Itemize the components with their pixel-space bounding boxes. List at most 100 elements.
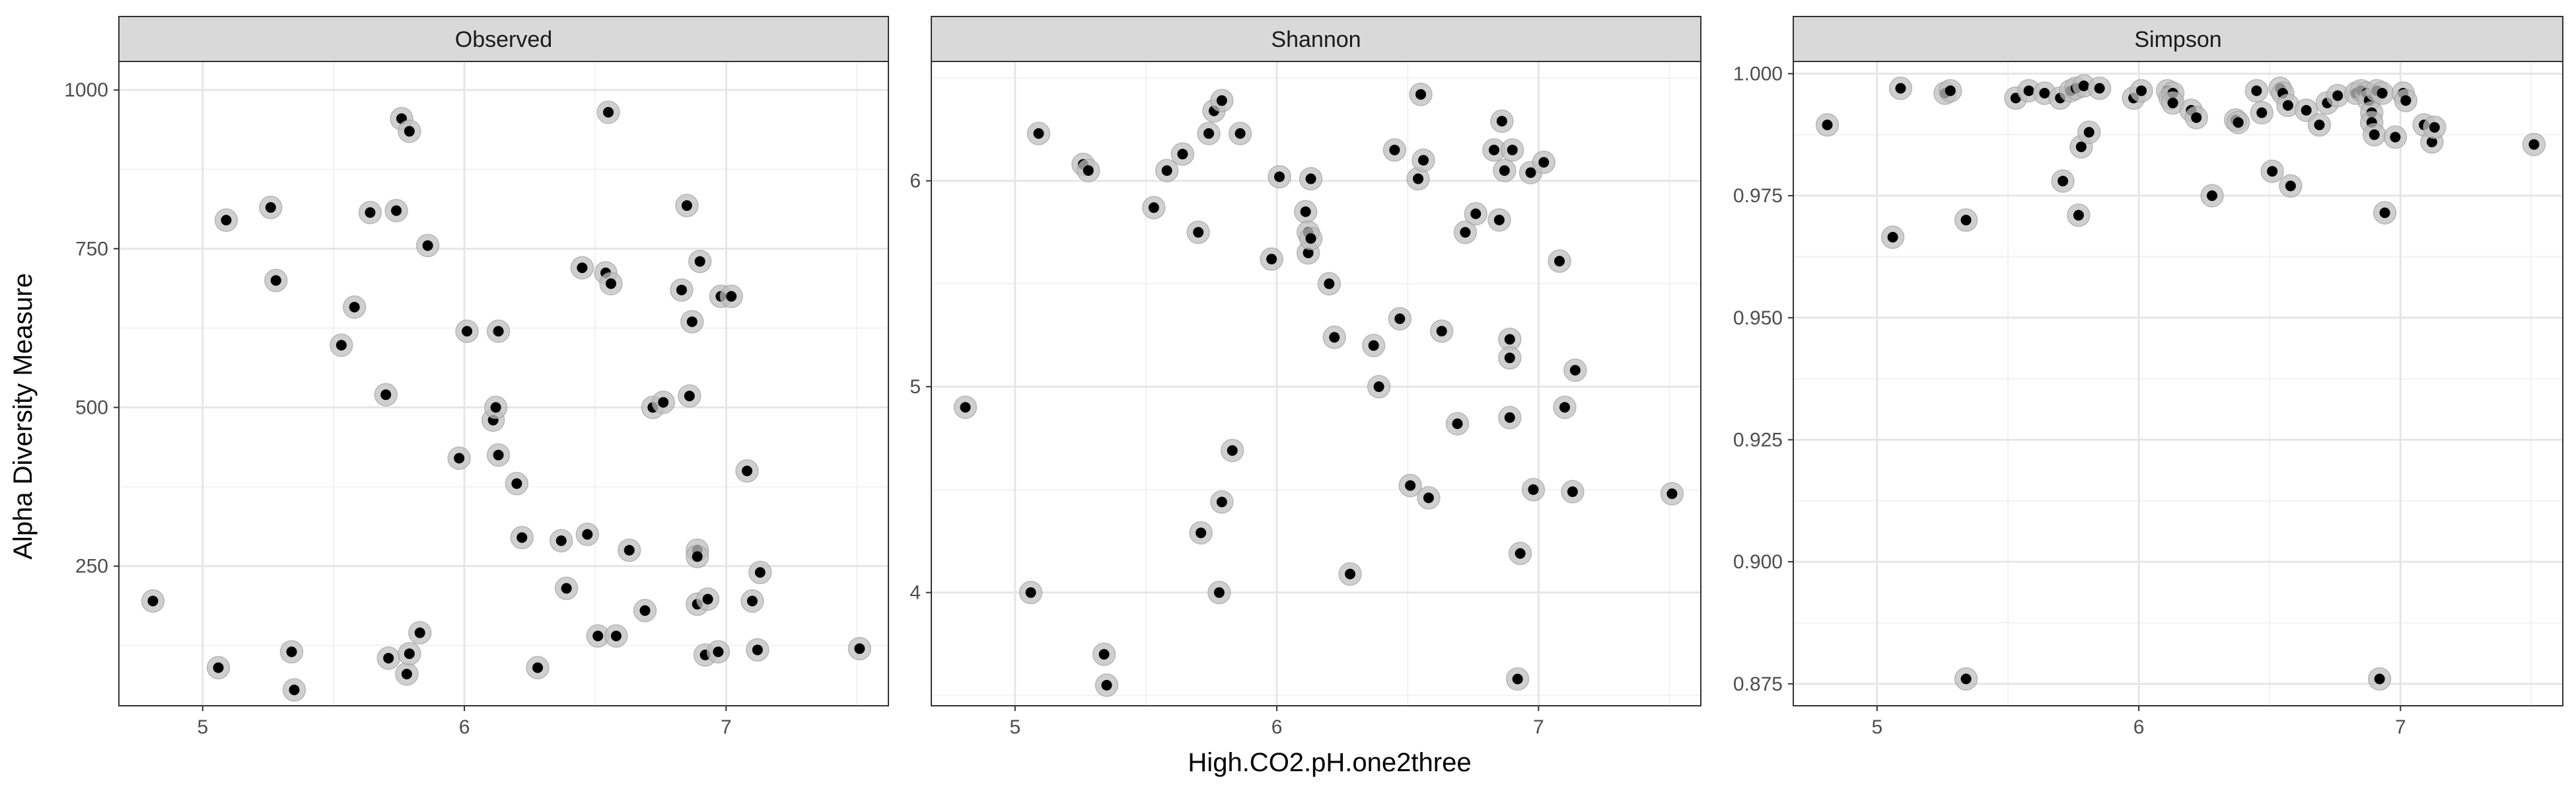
data-point (1496, 116, 1507, 127)
strip-background (118, 16, 889, 62)
data-point (681, 200, 692, 211)
data-point (2267, 166, 2278, 177)
y-tick-label: 750 (75, 238, 108, 260)
panel-background (1793, 61, 2563, 706)
y-tick-label: 5 (910, 376, 921, 398)
data-point (1460, 227, 1471, 238)
data-point (658, 397, 669, 408)
data-point (592, 630, 604, 642)
data-point (1567, 486, 1578, 498)
data-point (414, 627, 425, 638)
data-point (1554, 256, 1565, 267)
points (1815, 74, 2546, 691)
data-point (493, 326, 504, 337)
panel-shannon: Shannon 5 6 7 4 5 6 (910, 16, 1701, 738)
panel-background (119, 61, 888, 706)
data-point (726, 291, 737, 302)
data-point (746, 595, 758, 607)
panel-background (931, 61, 1701, 706)
data-point (624, 545, 635, 556)
data-point (2256, 107, 2268, 118)
data-point (1405, 480, 1416, 491)
data-point (2390, 132, 2401, 143)
data-point (1569, 365, 1581, 376)
data-point (1887, 231, 1898, 243)
data-point (383, 652, 394, 663)
data-point (1300, 206, 1311, 217)
data-point (1216, 496, 1227, 508)
data-point (2282, 100, 2293, 111)
data-point (2400, 95, 2412, 106)
data-point (1470, 208, 1482, 219)
data-point (1436, 326, 1447, 337)
data-point (1822, 120, 1833, 131)
data-point (270, 275, 281, 286)
data-point (555, 535, 567, 547)
data-point (462, 326, 473, 337)
data-point (1025, 587, 1036, 598)
data-point (2285, 180, 2296, 192)
data-point (265, 202, 276, 213)
data-point (1329, 332, 1340, 343)
data-point (1161, 165, 1172, 176)
data-point (1368, 340, 1379, 351)
data-point (336, 340, 347, 351)
data-point (511, 478, 522, 489)
data-point (1101, 679, 1112, 691)
data-point (692, 551, 703, 562)
data-point (1452, 418, 1463, 430)
data-point (702, 593, 713, 605)
data-point (1303, 247, 1314, 258)
x-tick-label: 7 (2395, 716, 2406, 738)
y-tick-label: 0.900 (1733, 551, 1783, 573)
strip-label: Simpson (2134, 27, 2221, 52)
data-point (1389, 144, 1400, 155)
data-point (1305, 233, 1316, 244)
data-point (2374, 673, 2385, 685)
data-point (694, 256, 705, 267)
points (141, 100, 872, 702)
data-point (2136, 85, 2147, 96)
data-point (1525, 167, 1536, 178)
data-point (2426, 136, 2437, 147)
panel-border (931, 61, 1701, 706)
data-point (713, 646, 724, 658)
data-point (1538, 157, 1550, 168)
data-point (1148, 202, 1159, 213)
data-point (1945, 85, 1956, 96)
data-point (1413, 173, 1424, 184)
x-tick-label: 5 (1009, 716, 1020, 738)
data-point (2167, 97, 2178, 108)
data-point (349, 301, 360, 313)
data-point (2083, 127, 2094, 138)
data-point (147, 595, 159, 607)
data-point (2369, 129, 2380, 140)
data-point (1504, 412, 1515, 423)
x-tick-label: 7 (721, 716, 732, 738)
data-point (1960, 673, 1972, 685)
data-point (221, 215, 232, 226)
data-point (1324, 278, 1335, 289)
data-point (517, 532, 528, 543)
x-tick-label: 5 (197, 716, 208, 738)
data-point (610, 630, 622, 642)
data-point (1488, 144, 1499, 155)
data-point (1417, 155, 1429, 166)
data-point (401, 668, 412, 679)
y-tick-label: 0.925 (1733, 429, 1783, 451)
data-point (2094, 83, 2105, 94)
x-tick-label: 6 (1271, 716, 1283, 738)
data-point (1177, 149, 1188, 160)
data-point (1213, 587, 1225, 598)
data-point (561, 583, 572, 594)
data-point (1515, 548, 1526, 559)
data-point (1216, 95, 1227, 106)
data-point (213, 662, 224, 673)
grid (1793, 61, 2563, 706)
data-point (1394, 313, 1406, 324)
data-point (1415, 89, 1427, 100)
data-point (1098, 649, 1110, 660)
data-point (1504, 352, 1515, 363)
data-point (752, 644, 763, 656)
